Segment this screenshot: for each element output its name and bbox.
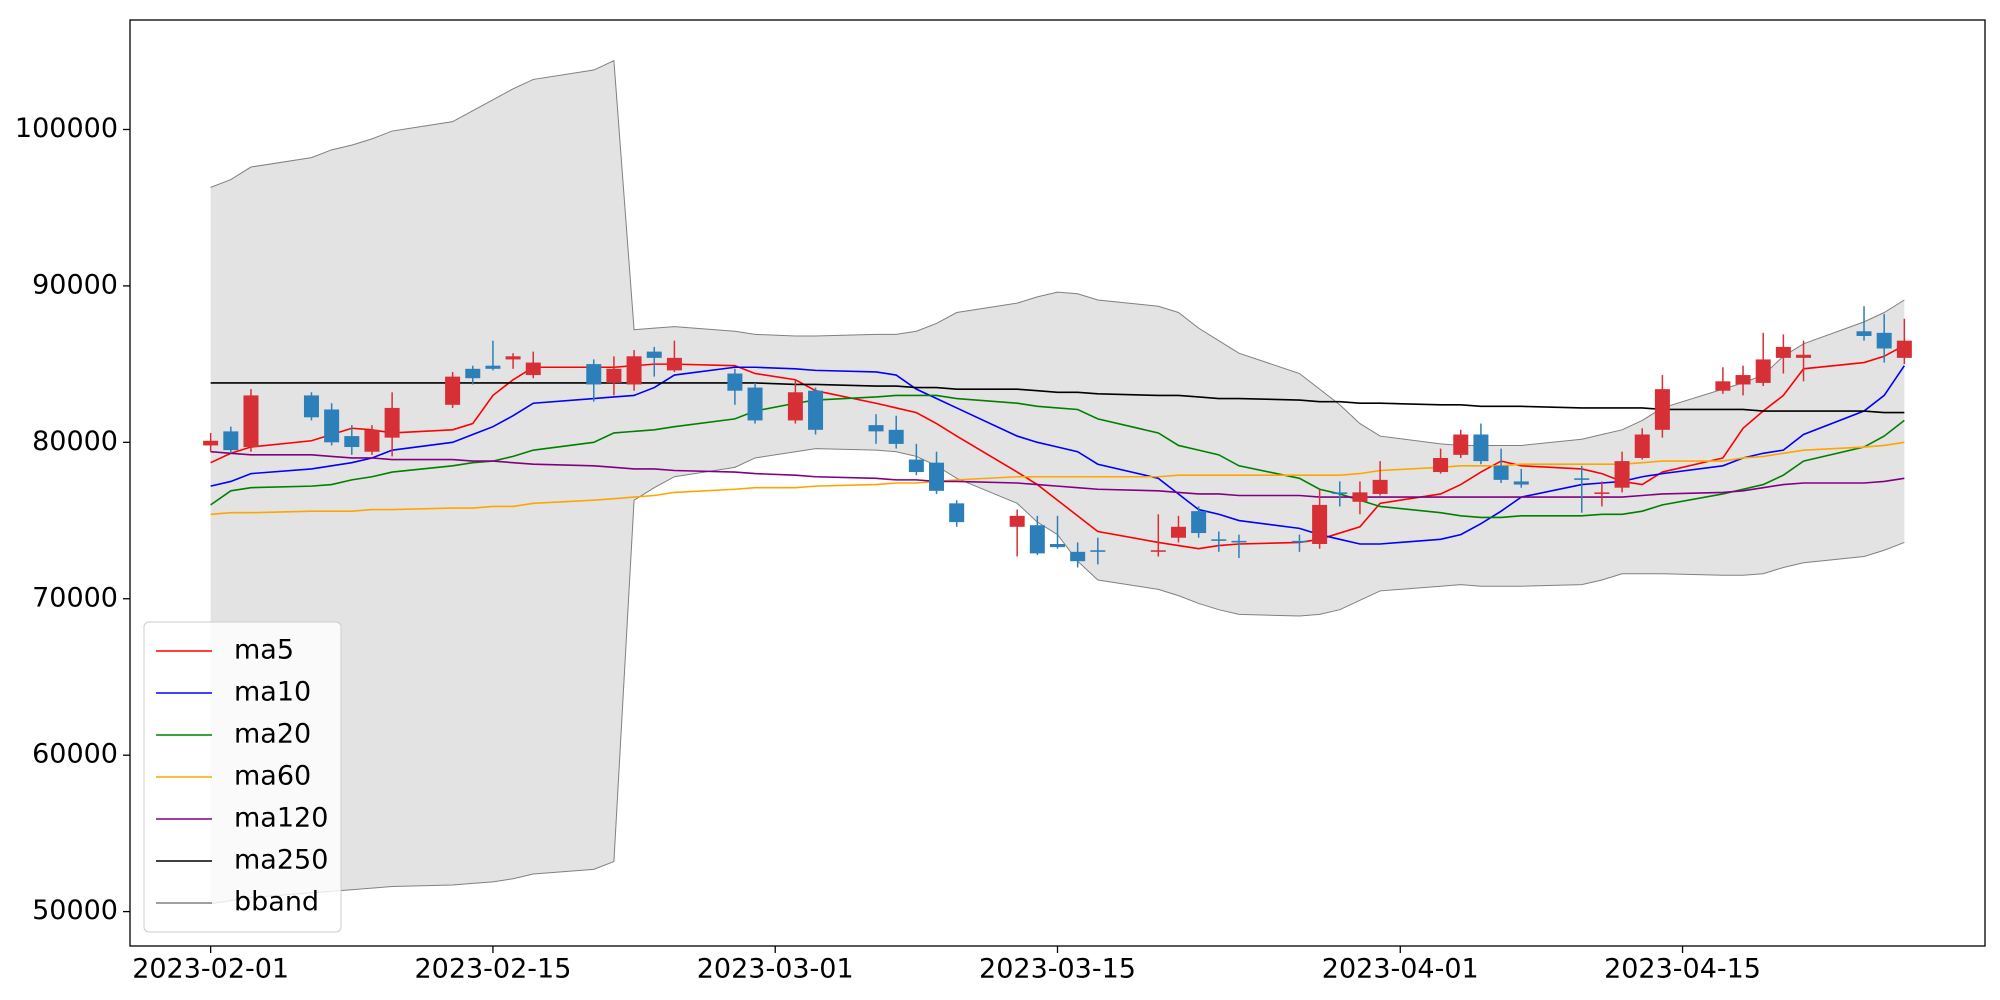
candle-body	[808, 390, 824, 430]
candle-body	[646, 351, 662, 358]
x-tick-label: 2023-03-01	[697, 954, 854, 985]
legend-label: ma20	[234, 719, 311, 750]
candle-body	[1170, 526, 1186, 538]
candle-body	[908, 459, 924, 473]
candle-body	[626, 356, 642, 385]
y-tick-label: 70000	[32, 582, 118, 613]
candle-body	[1191, 511, 1207, 534]
candle-body	[1352, 492, 1368, 502]
candle-body	[1856, 331, 1872, 336]
candle-body	[586, 364, 602, 385]
candle-body	[868, 425, 884, 432]
candle-body	[1896, 340, 1912, 358]
legend-label: ma250	[234, 845, 328, 876]
x-tick-label: 2023-04-15	[1604, 954, 1761, 985]
candle-body	[1291, 540, 1307, 543]
candle-body	[243, 395, 259, 448]
candle-body	[465, 368, 481, 379]
candle-body	[929, 462, 945, 491]
legend-box	[143, 621, 342, 933]
candle-body	[949, 503, 965, 523]
plot-area	[203, 59, 1912, 905]
candle-body	[1433, 457, 1449, 473]
candle-body	[888, 429, 904, 444]
candle-body	[1876, 332, 1892, 349]
candle-body	[1493, 465, 1509, 480]
candle-body	[1090, 550, 1106, 552]
candle-body	[1029, 525, 1045, 554]
y-tick-label: 100000	[15, 113, 118, 144]
candle-body	[1594, 492, 1610, 494]
candle-body	[727, 373, 743, 391]
candle-body	[303, 395, 319, 418]
candle-body	[1513, 481, 1529, 485]
candle-body	[364, 429, 380, 452]
candle-body	[1453, 434, 1469, 455]
y-tick-label: 80000	[32, 426, 118, 457]
y-tick-label: 50000	[32, 895, 118, 926]
candle-body	[1614, 461, 1630, 488]
candle-body	[445, 376, 461, 405]
candle-body	[1009, 515, 1025, 527]
candle-body	[1332, 492, 1348, 494]
ma-line	[210, 382, 1905, 414]
candle-body	[1070, 551, 1086, 562]
candle-body	[1735, 375, 1751, 385]
plot-frame	[129, 19, 1986, 947]
legend: ma5 ma10 ma20 ma60 ma120 ma250 bband	[143, 621, 342, 933]
candle-body	[606, 368, 622, 383]
x-tick-label: 2023-03-15	[979, 954, 1136, 985]
candle-body	[787, 392, 803, 421]
candle-body	[1755, 359, 1771, 383]
candle-body	[1634, 434, 1650, 458]
bband-area	[210, 60, 1905, 904]
x-tick-label: 2023-04-01	[1322, 954, 1479, 985]
candle-body	[485, 365, 501, 369]
candle-body	[1473, 434, 1489, 462]
y-tick-label: 60000	[32, 739, 118, 770]
axes: 50000 60000 70000 80000 90000 100000 2023-02-0…	[15, 113, 1761, 985]
x-tick-label: 2023-02-01	[132, 954, 289, 985]
candle-body	[1231, 540, 1247, 543]
legend-label: bband	[234, 887, 319, 918]
candle-body	[666, 357, 682, 371]
legend-label: ma120	[234, 803, 328, 834]
candle-body	[1654, 389, 1670, 430]
bband-edge	[210, 59, 1905, 446]
candle-body	[1150, 550, 1166, 552]
candle-body	[1775, 346, 1791, 358]
y-tick-label: 90000	[32, 269, 118, 300]
x-tick-label: 2023-02-15	[414, 954, 571, 985]
candle-body	[1312, 504, 1328, 545]
bband-edge	[210, 448, 1905, 905]
candle-body	[384, 407, 400, 438]
candle-body	[505, 356, 521, 360]
candle-body	[344, 436, 360, 448]
candle-body	[1715, 381, 1731, 391]
legend-label: ma60	[234, 761, 311, 792]
candle-body	[1574, 478, 1590, 480]
candle-body	[203, 440, 219, 446]
candle-body	[223, 431, 239, 451]
ma-line	[210, 450, 1905, 498]
candle-body	[1050, 544, 1065, 548]
candle-body	[1796, 354, 1812, 358]
candle-body	[324, 409, 340, 443]
candle-body	[525, 362, 541, 376]
legend-label: ma5	[234, 635, 294, 666]
candle-body	[1211, 539, 1227, 541]
candle-body	[1372, 479, 1388, 494]
candle-body	[747, 387, 763, 421]
legend-label: ma10	[234, 677, 311, 708]
